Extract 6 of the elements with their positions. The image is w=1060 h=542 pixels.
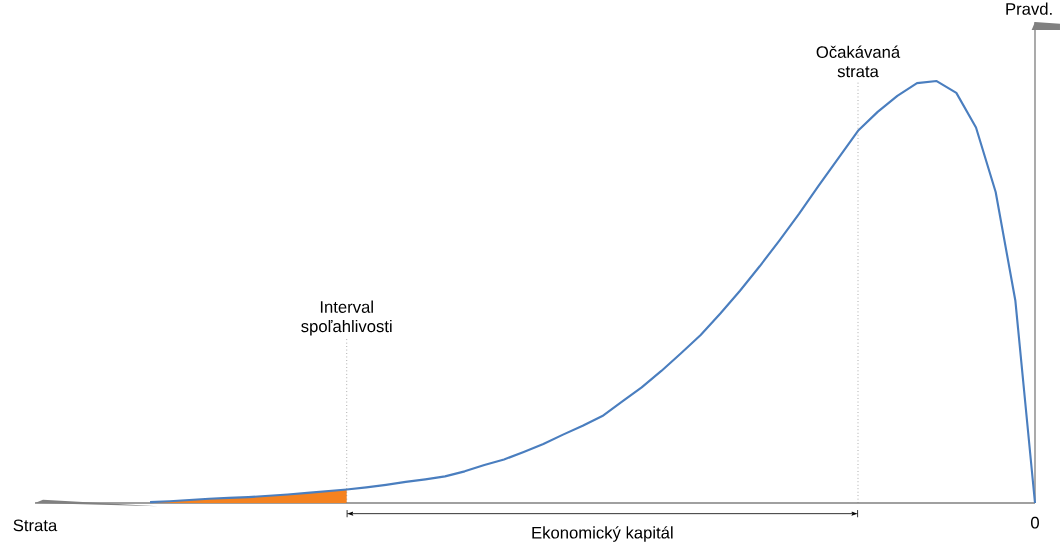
text: 0 [1031,516,1039,529]
text: Očakávaná strata [816,45,901,78]
annotation: Interval spoľahlivosti [301,300,392,336]
text: Ekonomický kapitál [532,526,673,542]
text: Strata [13,519,58,532]
y-axis-title: Pravd. [1006,2,1052,15]
